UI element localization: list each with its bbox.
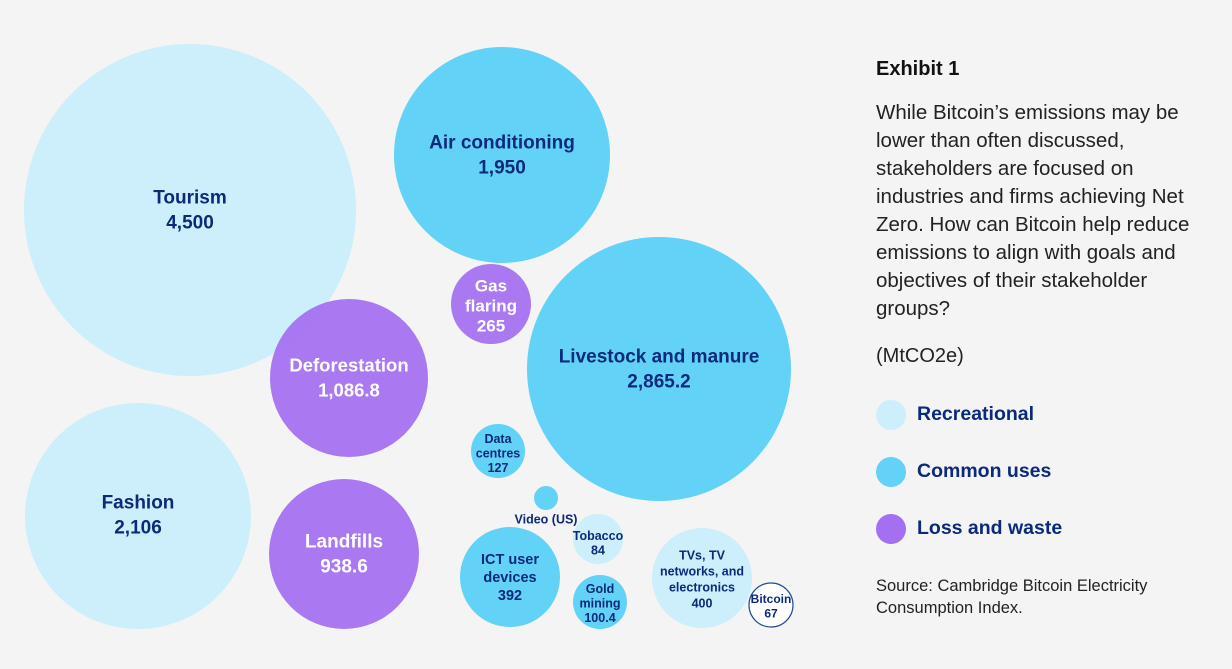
legend-swatch-recreational [876, 399, 906, 430]
bubble-circle-gas-flaring [451, 264, 531, 344]
bubble-label-tvs-tv-networks-and-electronics: networks, and [660, 564, 744, 578]
bubble-label-livestock-and-manure: Livestock and manure [559, 347, 760, 368]
bubble-circle-tobacco [573, 514, 623, 564]
bubble-circle-tvs-tv-networks-and-electronics [652, 528, 752, 628]
bubble-label-tvs-tv-networks-and-electronics: electronics [669, 580, 735, 594]
bubble-label-bitcoin: Bitcoin [751, 592, 792, 606]
bubble-circle-deforestation [270, 299, 428, 457]
bubble-label-gold-mining: mining [580, 596, 621, 610]
unit-label: (MtCO2e) [876, 345, 964, 367]
bubble-label-data-centres: centres [476, 446, 521, 460]
bubble-label-data-centres: Data [484, 432, 512, 446]
legend-item-loss-and-waste: Loss and waste [876, 500, 1216, 557]
bubble-circle-air-conditioning [394, 47, 610, 263]
legend-item-recreational: Recreational [876, 386, 1216, 443]
bubble-label-tourism: Tourism [153, 188, 227, 209]
legend-item-common-uses: Common uses [876, 443, 1216, 500]
bubble-tvs-tv-networks-and-electronics: TVs, TV networks, and electronics 400 [652, 528, 752, 628]
bubble-label-tvs-tv-networks-and-electronics: TVs, TV [679, 548, 726, 562]
source-note: Source: Cambridge Bitcoin Electricity Co… [876, 577, 1148, 617]
bubble-circle-video-us [534, 486, 558, 510]
bubble-value-ict-user-devices: 392 [498, 588, 522, 604]
legend-label-recreational: Recreational [917, 403, 1035, 425]
bubble-circle-gold-mining [573, 575, 627, 629]
bubble-label-air-conditioning: Air conditioning [429, 133, 575, 154]
bubble-value-landfills: 938.6 [320, 557, 368, 578]
bubble-fashion: Fashion 2,106 [25, 403, 251, 629]
bubble-value-air-conditioning: 1,950 [478, 158, 526, 179]
bubble-circle-tourism [24, 44, 356, 376]
bubble-value-livestock-and-manure: 2,865.2 [627, 372, 690, 393]
bubble-circle-landfills [269, 479, 419, 629]
bubble-air-conditioning: Air conditioning 1,950 [394, 47, 610, 263]
bubble-value-tourism: 4,500 [166, 213, 214, 234]
bubble-circle-data-centres [471, 424, 525, 478]
bubble-label-tobacco: Tobacco [573, 529, 624, 543]
bubble-value-bitcoin: 67 [764, 606, 778, 620]
bubble-chart-svg: Tourism 4,500 Air conditioning 1,950 Gasflar… [24, 44, 794, 629]
bubble-circle-livestock-and-manure [527, 237, 791, 501]
bubble-ict-user-devices: ICT user devices 392 [460, 527, 560, 627]
bubble-label-video-us: Video (US) [515, 512, 578, 526]
bubble-label-ict-user-devices: ICT user [481, 552, 539, 568]
bubble-label-ict-user-devices: devices [483, 570, 536, 586]
bubble-chart: Tourism 4,500 Air conditioning 1,950 Gas flar… [24, 44, 794, 629]
bubble-label-gas-flaring: flaring [465, 296, 517, 315]
legend-swatch-common-uses [876, 456, 906, 487]
bubble-circle-fashion [25, 403, 251, 629]
bubble-value-tobacco: 84 [591, 544, 605, 558]
bubble-label-deforestation: Deforestation [289, 354, 408, 375]
legend: Recreational Common uses Loss and waste [876, 386, 1216, 557]
bubble-label-landfills: Landfills [305, 532, 383, 553]
exhibit-description: While Bitcoin’s emissions may be lower t… [876, 101, 1190, 320]
bubble-label-gas-flaring: Gas [475, 276, 507, 295]
bubble-livestock-and-manure: Livestock and manure 2,865.2 [527, 237, 791, 501]
legend-swatch-loss-and-waste [876, 513, 906, 544]
bubble-value-data-centres: 127 [488, 461, 509, 475]
bubble-tourism: Tourism 4,500 [24, 44, 356, 376]
legend-label-loss-and-waste: Loss and waste [917, 517, 1063, 539]
bubble-value-fashion: 2,106 [114, 518, 162, 539]
exhibit-title: Exhibit 1 [876, 58, 960, 80]
legend-label-common-uses: Common uses [917, 460, 1052, 482]
bubble-value-deforestation: 1,086.8 [318, 379, 380, 400]
bubble-value-gas-flaring: 265 [477, 316, 505, 335]
side-panel: Exhibit 1 While Bitcoin’s emissions may … [876, 58, 1216, 619]
bubble-value-gold-mining: 100.4 [584, 611, 615, 625]
bubble-circle-ict-user-devices [460, 527, 560, 627]
bubble-landfills: Landfills 938.6 [269, 479, 419, 629]
bubble-video-us: Video (US) [515, 486, 578, 526]
bubble-circle-bitcoin [748, 582, 794, 628]
bubble-label-fashion: Fashion [102, 493, 175, 514]
bubble-value-tvs-tv-networks-and-electronics: 400 [692, 596, 713, 610]
bubble-deforestation: Deforestation 1,086.8 [270, 299, 428, 457]
bubble-label-gold-mining: Gold [586, 582, 614, 596]
